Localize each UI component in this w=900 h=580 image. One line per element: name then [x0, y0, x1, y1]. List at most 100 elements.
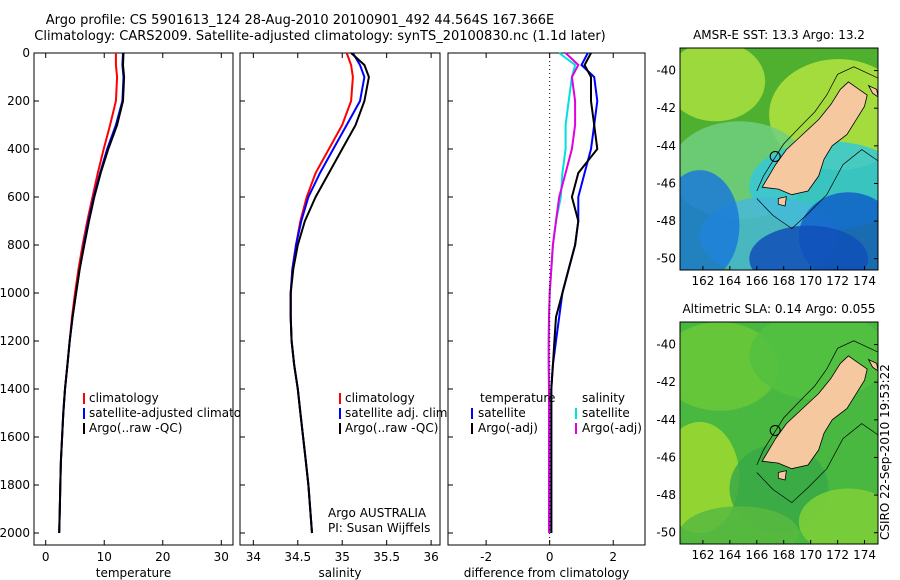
legend-label: Argo(..raw -QC) [89, 421, 182, 435]
map-frame-0 [679, 47, 879, 271]
map-color-patch [798, 488, 878, 544]
map-x-tick-label: 162 [691, 274, 714, 288]
legend-label: Argo(..raw -QC) [345, 421, 438, 435]
map-x-tick-label: 166 [745, 548, 768, 562]
map-y-tick-label: -48 [656, 214, 676, 228]
map-frame-1 [679, 321, 879, 545]
y-tick-label: 2000 [0, 526, 30, 540]
x-tick-label: 36 [423, 550, 438, 564]
land-south-island [761, 355, 868, 470]
x-tick-label: -2 [480, 550, 492, 564]
map-x-tick-label: 164 [718, 548, 741, 562]
map-y-tick-label: -50 [656, 526, 676, 540]
x-axis-label: salinity [318, 566, 361, 580]
map-y-tick-label: -42 [656, 375, 676, 389]
annotation-label: Argo AUSTRALIA [328, 506, 427, 520]
map-color-patch [680, 170, 740, 270]
series-line-2 [289, 52, 370, 534]
x-tick-label: 30 [214, 550, 229, 564]
map-title: AMSR-E SST: 13.3 Argo: 13.2 [693, 28, 865, 42]
legend-title: temperature [480, 391, 555, 405]
y-tick-label: 400 [7, 142, 30, 156]
map-x-tick-label: 162 [691, 548, 714, 562]
x-tick-label: 34 [246, 550, 261, 564]
land-north-island-tip [867, 84, 878, 98]
x-axis-label: temperature [96, 566, 171, 580]
map-y-tick-label: -40 [656, 338, 676, 352]
bathymetry-contour [756, 66, 878, 192]
map-x-tick-label: 174 [853, 274, 876, 288]
legend-label: satellite-adjusted climatology [89, 406, 267, 420]
y-tick-label: 1000 [0, 286, 30, 300]
x-axis-label: difference from climatology [464, 566, 630, 580]
map-x-tick-label: 164 [718, 274, 741, 288]
plot-frame-0 [33, 52, 234, 546]
y-tick-label: 200 [7, 94, 30, 108]
x-tick-label: 34.5 [284, 550, 311, 564]
legend-label: Argo(-adj) [478, 421, 538, 435]
figure-title-line2: Climatology: CARS2009. Satellite-adjuste… [34, 29, 606, 44]
map-x-tick-label: 170 [799, 548, 822, 562]
argo-float-marker [769, 150, 781, 162]
legend-label: satellite adj. clim. [345, 406, 451, 420]
map-field-1 [680, 322, 878, 544]
series-line-3 [547, 52, 580, 533]
map-x-tick-label: 172 [826, 274, 849, 288]
x-tick-label: 20 [155, 550, 170, 564]
series-line-2 [58, 52, 126, 534]
plot-frame-2 [447, 52, 646, 546]
y-tick-label: 1800 [0, 478, 30, 492]
map-y-tick-label: -46 [656, 450, 676, 464]
map-color-patch [749, 225, 869, 270]
y-tick-label: 800 [7, 238, 30, 252]
y-tick-label: 1600 [0, 430, 30, 444]
land-south-island [761, 81, 868, 196]
legend-label: satellite [582, 406, 630, 420]
legend-label: climatology [345, 391, 415, 405]
x-tick-label: 35.5 [373, 550, 400, 564]
series-line-1 [550, 52, 599, 533]
map-x-tick-label: 174 [853, 548, 876, 562]
map-color-patch [749, 322, 878, 400]
figure-title-line1: Argo profile: CS 5901613_124 28-Aug-2010… [45, 13, 555, 28]
y-tick-label: 1400 [0, 382, 30, 396]
map-y-tick-label: -46 [656, 176, 676, 190]
y-tick-label: 600 [7, 190, 30, 204]
x-tick-label: 10 [97, 550, 112, 564]
map-y-tick-label: -40 [656, 64, 676, 78]
bathymetry-contour [756, 423, 878, 504]
map-y-tick-label: -42 [656, 101, 676, 115]
land-stewart-island [777, 196, 787, 207]
map-y-tick-label: -44 [656, 139, 676, 153]
map-y-tick-label: -44 [656, 413, 676, 427]
legend-label: climatology [89, 391, 159, 405]
legend-label: Argo(-adj) [582, 421, 642, 435]
map-x-tick-label: 166 [745, 274, 768, 288]
map-color-patch [680, 421, 740, 533]
annotation-label: PI: Susan Wijffels [328, 521, 430, 535]
map-color-patch [680, 48, 766, 122]
map-x-tick-label: 172 [826, 548, 849, 562]
y-tick-label: 0 [22, 46, 30, 60]
plot-frame-1 [239, 52, 441, 546]
legend-title: salinity [582, 391, 625, 405]
y-tick-label: 1200 [0, 334, 30, 348]
legend-label: satellite [478, 406, 526, 420]
bathymetry-contour [756, 149, 878, 230]
map-y-tick-label: -50 [656, 252, 676, 266]
map-x-tick-label: 170 [799, 274, 822, 288]
map-title: Altimetric SLA: 0.14 Argo: 0.055 [682, 302, 875, 316]
land-stewart-island [777, 470, 787, 481]
map-x-tick-label: 168 [772, 548, 795, 562]
land-north-island-tip [867, 358, 878, 372]
x-tick-label: 0 [42, 550, 50, 564]
x-tick-label: 35 [335, 550, 350, 564]
x-tick-label: 2 [609, 550, 617, 564]
bathymetry-contour [756, 340, 878, 466]
map-field-0 [680, 48, 878, 270]
map-color-patch [680, 506, 799, 544]
x-tick-label: 0 [546, 550, 554, 564]
map-y-tick-label: -48 [656, 488, 676, 502]
argo-float-marker [769, 424, 781, 436]
